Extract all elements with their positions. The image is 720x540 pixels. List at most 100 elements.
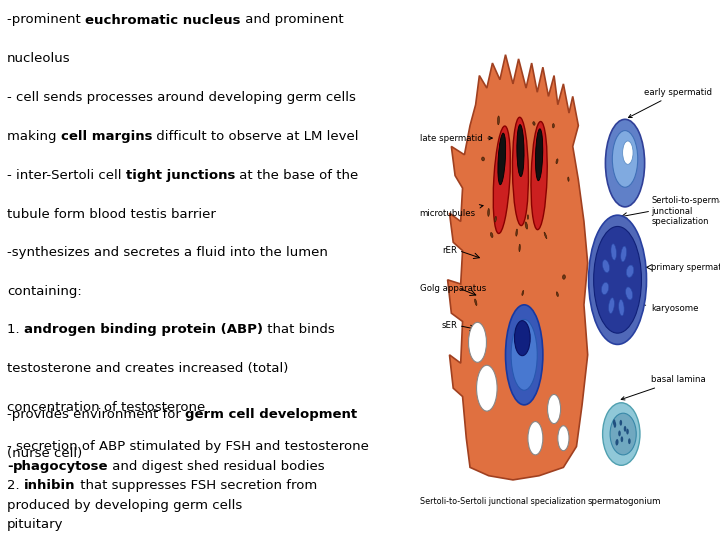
Circle shape [594,226,642,333]
Text: -prominent: -prominent [7,14,85,26]
Circle shape [606,119,644,207]
Ellipse shape [521,152,523,159]
Circle shape [613,420,616,425]
Text: phagocytose: phagocytose [13,460,108,473]
Text: specialization: specialization [651,217,708,226]
Ellipse shape [618,300,624,316]
Ellipse shape [511,319,537,390]
Circle shape [624,426,626,432]
Text: Golg apparatus: Golg apparatus [420,284,486,293]
Text: produced by developing germ cells: produced by developing germ cells [7,499,243,512]
Text: making: making [7,130,61,143]
Text: at the base of the: at the base of the [235,169,359,182]
Ellipse shape [517,125,524,177]
Circle shape [616,439,618,445]
Ellipse shape [621,246,626,262]
Text: Sertoli-to-Sertoli junctional specialization: Sertoli-to-Sertoli junctional specializa… [420,497,585,505]
Circle shape [547,394,561,423]
Text: 2.: 2. [7,479,24,492]
Circle shape [619,420,622,426]
Text: early spermatid: early spermatid [629,87,711,118]
Ellipse shape [603,403,640,465]
Text: germ cell development: germ cell development [185,408,357,421]
Ellipse shape [527,215,528,219]
Text: that binds: that binds [263,323,335,336]
Text: rER: rER [442,246,457,255]
Ellipse shape [608,298,614,314]
Text: difficult to observe at LM level: difficult to observe at LM level [153,130,359,143]
Ellipse shape [562,275,565,279]
Circle shape [477,365,497,411]
Ellipse shape [541,152,542,157]
Ellipse shape [626,287,633,300]
Ellipse shape [568,177,569,181]
Circle shape [528,422,543,455]
Text: tubule form blood testis barrier: tubule form blood testis barrier [7,208,216,221]
Ellipse shape [519,244,521,252]
Text: euchromatic nucleus: euchromatic nucleus [85,14,240,26]
Circle shape [618,430,621,436]
Text: microtubules: microtubules [420,205,483,218]
Text: basal lamina: basal lamina [621,375,706,400]
Ellipse shape [505,305,543,405]
Text: sER: sER [442,321,458,330]
Circle shape [628,438,631,444]
Ellipse shape [525,222,528,229]
Text: late spermatid: late spermatid [420,133,492,143]
Ellipse shape [611,244,616,260]
Circle shape [515,321,530,356]
Ellipse shape [552,124,554,128]
Circle shape [623,141,633,164]
Text: inhibin: inhibin [24,479,76,492]
Circle shape [589,215,647,345]
Ellipse shape [531,122,547,230]
Circle shape [612,131,638,187]
Text: testosterone and creates increased (total): testosterone and creates increased (tota… [7,362,289,375]
Ellipse shape [474,299,477,306]
Ellipse shape [498,116,500,125]
Text: -: - [7,460,13,473]
Ellipse shape [516,229,518,236]
Ellipse shape [626,265,634,277]
Text: -synthesizes and secretes a fluid into the lumen: -synthesizes and secretes a fluid into t… [7,246,328,259]
Text: containing:: containing: [7,285,82,298]
Text: - cell sends processes around developing germ cells: - cell sends processes around developing… [7,91,356,104]
Text: that suppresses FSH secretion from: that suppresses FSH secretion from [76,479,317,492]
Circle shape [613,422,616,428]
Ellipse shape [487,208,490,217]
Ellipse shape [603,260,610,273]
Text: pituitary: pituitary [7,518,63,531]
Ellipse shape [498,133,505,185]
Ellipse shape [490,233,493,238]
Circle shape [558,426,569,451]
Ellipse shape [556,159,558,164]
Ellipse shape [626,265,634,277]
Text: 1.: 1. [7,323,24,336]
Text: Sertoli-to-spermatid: Sertoli-to-spermatid [651,196,720,205]
Ellipse shape [536,129,543,181]
Text: (nurse cell): (nurse cell) [7,447,83,460]
Circle shape [616,440,618,445]
Text: androgen binding protein (ABP): androgen binding protein (ABP) [24,323,263,336]
Text: concentration of testosterone: concentration of testosterone [7,401,205,414]
Text: - secretion of ABP stimulated by FSH and testosterone: - secretion of ABP stimulated by FSH and… [7,440,369,453]
Text: primary spermatocyte: primary spermatocyte [651,263,720,272]
Circle shape [621,436,624,442]
Text: junctional: junctional [651,206,693,215]
Ellipse shape [513,117,528,226]
Text: karyosome: karyosome [614,300,698,314]
Text: and prominent: and prominent [240,14,343,26]
Ellipse shape [533,122,535,125]
Circle shape [626,429,629,435]
Ellipse shape [610,413,636,455]
Text: cell margins: cell margins [61,130,153,143]
Ellipse shape [495,217,496,222]
Ellipse shape [557,292,559,296]
Text: and digest shed residual bodies: and digest shed residual bodies [108,460,325,473]
Ellipse shape [493,126,510,233]
Text: - inter-Sertoli cell: - inter-Sertoli cell [7,169,126,182]
Text: -provides environment for: -provides environment for [7,408,185,421]
Text: nucleolus: nucleolus [7,52,71,65]
Text: spermatogonium: spermatogonium [588,497,661,505]
Polygon shape [448,55,588,480]
